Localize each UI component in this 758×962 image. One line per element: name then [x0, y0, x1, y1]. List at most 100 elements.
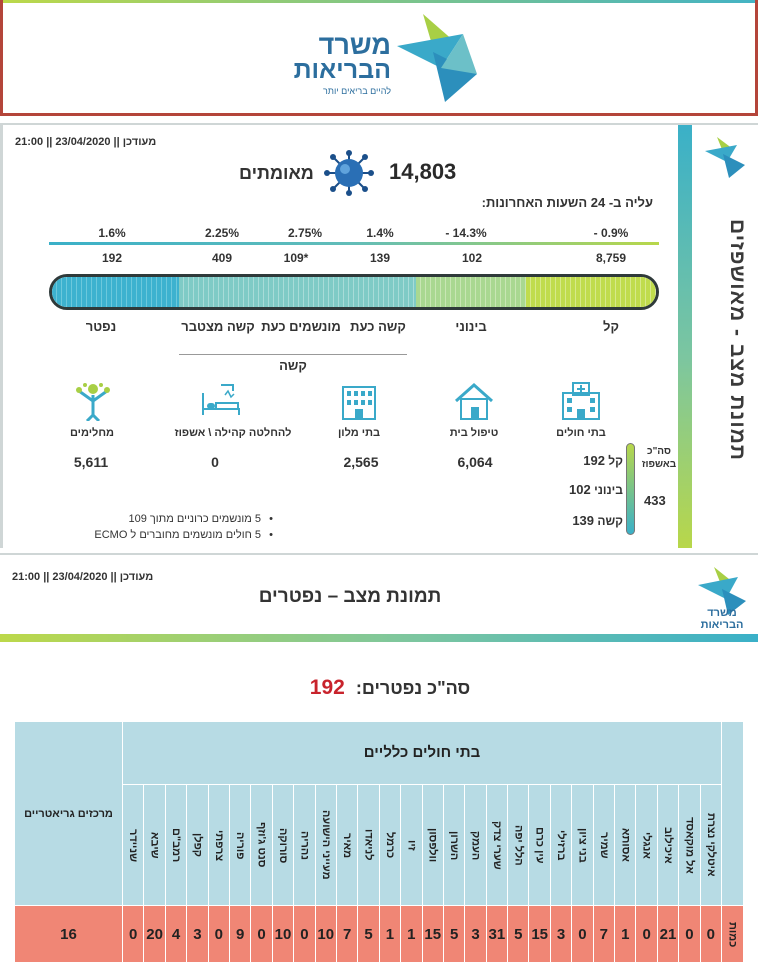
hospital-name-cell: אנגלי	[635, 783, 658, 907]
hospital-row-label: קשה	[597, 514, 623, 528]
pct-mild: - 0.9%	[593, 226, 629, 240]
hospital-name: פוריה	[234, 831, 247, 859]
deaths-total-label: סה"כ נפטרים:	[355, 678, 471, 698]
location-label-hospitals: בתי חולים	[556, 427, 606, 439]
hospital-name-cell: השרון	[442, 783, 466, 907]
hospital-deaths-value: 0	[571, 905, 594, 962]
hospital-name: שניידר	[127, 828, 140, 862]
ministry-logo-mark-icon	[698, 567, 746, 615]
hospital-name: אל מוקאסד	[683, 816, 696, 874]
percent-divider-line	[49, 242, 659, 245]
hospital-name-cell: צרפתי	[207, 783, 231, 907]
hospital-row-mild: קל 192	[549, 453, 623, 468]
hospital-name-cell: שערי צדק	[485, 783, 509, 907]
hospital-deaths-value: 1	[400, 905, 423, 962]
hospital-name: איטלקי נצרת	[704, 813, 717, 877]
hospital-name: רמב"ם	[170, 828, 183, 863]
hospital-deaths-value: 31	[485, 905, 509, 962]
pct-severe-cumulative: 2.25%	[204, 226, 240, 240]
row-label-text: כמות	[726, 922, 739, 948]
hospital-row-value: 102	[569, 482, 591, 497]
hospital-deaths-value: 9	[229, 905, 252, 962]
hospital-name-cell: הלל יפה	[507, 783, 530, 907]
last-updated-text: 21:00 || 23/04/2020 || מעודכן	[15, 136, 157, 148]
house-icon	[455, 382, 493, 420]
last-updated-text: 21:00 || 23/04/2020 || מעודכן	[12, 571, 154, 583]
row-label-spacer	[721, 720, 744, 907]
hospital-row-value: 139	[572, 513, 595, 528]
hospital-name-cell: בני ציון	[571, 783, 594, 907]
hospital-name-cell: אסותא	[614, 783, 637, 907]
hospital-name: שיבא	[148, 831, 161, 859]
location-label-recovered: מחלימים	[69, 427, 115, 439]
deaths-total: סה"כ נפטרים: 192	[290, 676, 490, 700]
daily-rise-title: עליה ב- 24 השעות האחרונות:	[481, 195, 653, 210]
severe-group-label: קשה	[279, 358, 307, 373]
table-hospital-names-row: איטלקי נצרת אל מוקאסד איכילוב אנגלי אסותא שמי…	[15, 783, 744, 907]
table-group-header-row: בתי חולים כלליים מרכזים גריאטריים	[14, 720, 744, 907]
ministry-header: משרד הבריאות להיים בריאים יותר	[0, 0, 758, 116]
hospital-deaths-value: 3	[549, 905, 573, 962]
pct-moderate: - 14.3%	[445, 226, 487, 240]
location-value-recovered: 5,611	[73, 454, 109, 470]
recovered-person-icon	[76, 383, 110, 421]
count-deceased: 192	[101, 251, 123, 265]
hospital-deaths-value: 1	[378, 905, 402, 962]
hospital-name-cell: זיו	[400, 783, 423, 907]
hospital-name-cell: כרמל	[378, 783, 402, 907]
hospital-name: איכילוב	[662, 826, 675, 864]
note-item: 5 חולים מונשמים מחוברים ל ECMO	[63, 527, 273, 543]
hospital-name: זיו	[405, 839, 418, 851]
hospital-name: כרמל	[383, 832, 396, 859]
hospital-name: אנגלי	[640, 831, 653, 859]
hospital-name-cell: העמק	[464, 783, 487, 907]
label-severe-now: קשה כעת	[350, 319, 406, 334]
hospital-name: מאיר	[341, 832, 354, 858]
count-mild: 8,759	[595, 251, 627, 265]
note-item: 5 מונשמים כרוניים מתוך 109	[63, 511, 273, 527]
severity-segment-moderate	[416, 277, 526, 307]
logo-text-line2: הבריאות	[293, 56, 391, 84]
hospitalized-status-panel: 21:00 || 23/04/2020 || מעודכן תמונת מצב …	[0, 123, 758, 548]
confirmed-count: 14,803	[389, 159, 457, 184]
hospital-total-label: סה"כ באשפוז	[641, 446, 677, 470]
hospital-row-severe: קשה 139	[549, 513, 623, 528]
hospital-name-cell: איכילוב	[656, 783, 680, 907]
pct-ventilated: 2.75%	[287, 226, 323, 240]
geriatric-deaths-value: 16	[14, 905, 123, 962]
hospital-name-cell: רמב"ם	[164, 783, 188, 907]
hospital-total-value: 433	[644, 493, 666, 508]
hospital-name: מעייני הישועה	[319, 810, 332, 880]
severity-segment-deceased	[52, 277, 179, 307]
label-mild: קל	[603, 319, 619, 334]
logo-text-line1: משרד	[707, 607, 737, 619]
panel-gradient-band	[0, 634, 758, 642]
label-moderate: בינוני	[455, 319, 487, 334]
hospital-deaths-value: 3	[464, 905, 487, 962]
pct-deceased: 1.6%	[98, 226, 126, 240]
hospital-name: שערי צדק	[490, 820, 503, 870]
severity-segment-severe	[179, 277, 416, 307]
deaths-total-value: 192	[309, 676, 345, 699]
panel-title: תמונת מצב – נפטרים	[258, 586, 442, 607]
hospital-name-cell: שיבא	[143, 783, 166, 907]
hospital-name-cell: עין כרם	[528, 783, 551, 907]
hospital-name: בני ציון	[576, 827, 589, 863]
hospital-name-cell: נהריה	[293, 783, 316, 907]
ministry-logo: משרד הבריאות להיים בריאים יותר	[279, 10, 479, 106]
hospital-name-cell: סורוקה	[271, 783, 295, 907]
hospital-row-value: 192	[583, 453, 605, 468]
hospital-deaths-value: 15	[421, 905, 444, 962]
notes-list: 5 מונשמים כרוניים מתוך 109 5 חולים מונשמ…	[63, 511, 273, 543]
hospital-row-label: קל	[608, 454, 623, 468]
count-ventilated: 109*	[283, 251, 309, 265]
hospital-deaths-value: 20	[143, 905, 166, 962]
hospital-name-cell: אל מוקאסד	[678, 783, 701, 907]
general-hospitals-header: בתי חולים כלליים	[122, 721, 722, 785]
hospital-breakdown-bar	[626, 443, 635, 535]
hospital-name: הלל יפה	[512, 824, 525, 866]
location-value-hotels: 2,565	[343, 454, 379, 470]
hospital-deaths-value: 21	[656, 905, 680, 962]
deceased-status-panel: 21:00 || 23/04/2020 || מעודכן תמונת מצב …	[0, 553, 758, 962]
label-deceased: נפטר	[85, 319, 117, 334]
